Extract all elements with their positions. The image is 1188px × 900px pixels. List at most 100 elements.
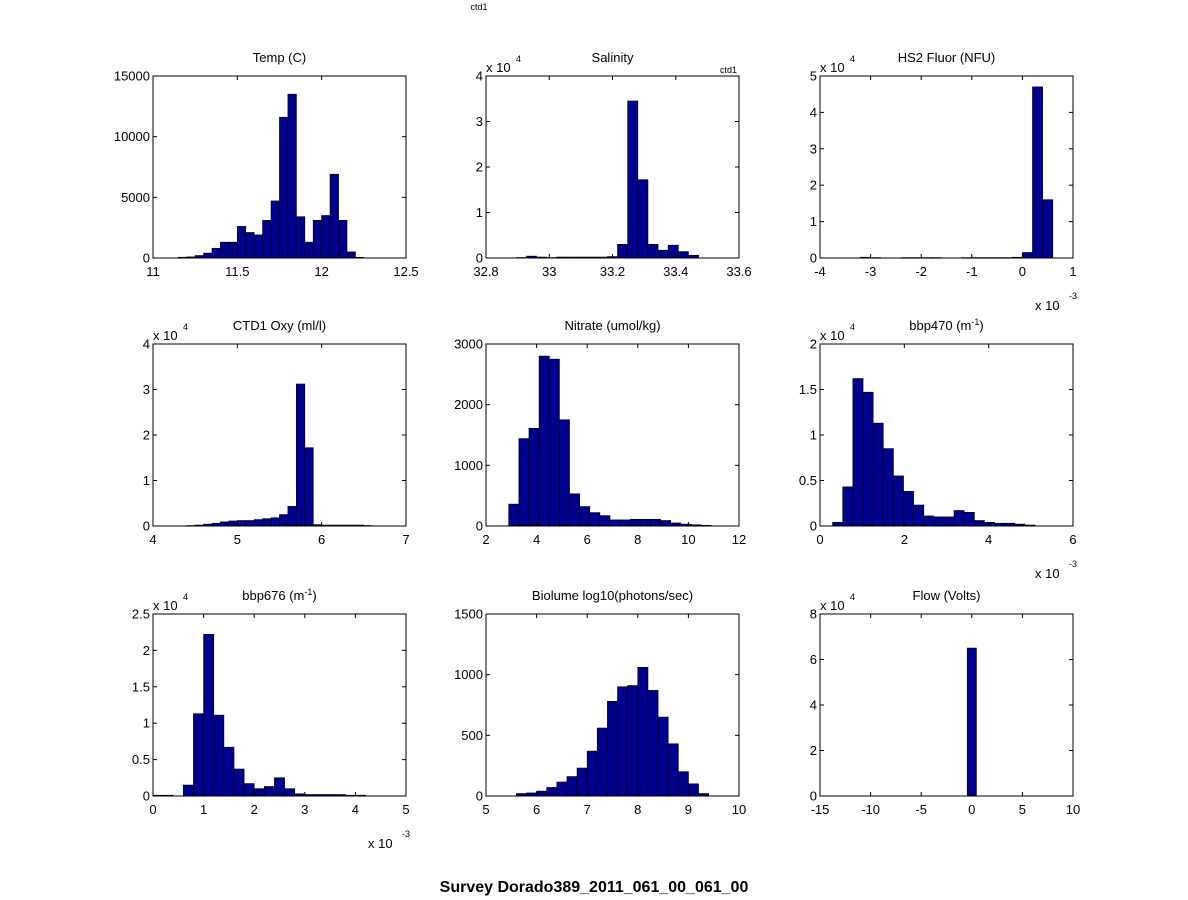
histogram-panel-5: 2 4 6 8 10 12 0 1000 2000 3000 Nitrate (umol/kg)	[454, 318, 746, 547]
histogram-bar	[321, 215, 331, 259]
y-tick-label: 2	[143, 428, 150, 443]
x-exponent: -3	[1069, 291, 1077, 301]
y-multiplier: x 10	[820, 598, 845, 613]
histogram-bar	[245, 232, 255, 259]
histogram-bar	[304, 241, 314, 259]
x-tick-label: -4	[814, 264, 826, 279]
histogram-bar	[627, 685, 639, 797]
histogram-bar	[933, 516, 945, 527]
x-tick-label: 6	[584, 532, 591, 547]
x-tick-label: 6	[1069, 532, 1076, 547]
histogram-bar	[193, 713, 204, 797]
histogram-bar	[279, 514, 289, 527]
y-tick-label: 1.5	[132, 679, 150, 694]
x-tick-label: 6	[318, 532, 325, 547]
histogram-bar	[287, 506, 297, 527]
axes-box	[485, 613, 740, 797]
y-tick-label: 1	[143, 716, 150, 731]
histogram-bar	[984, 522, 995, 527]
histogram-bar	[677, 771, 689, 797]
histogram-bar	[953, 510, 965, 527]
x-tick-label: 4	[352, 802, 359, 817]
histogram-bar	[660, 520, 672, 527]
histogram-bar	[253, 788, 265, 797]
y-tick-label: 1.5	[799, 382, 817, 397]
y-exponent: 4	[850, 592, 855, 602]
y-multiplier: x 10	[820, 328, 845, 343]
histogram-bar	[203, 634, 215, 797]
y-tick-label: 4	[476, 69, 483, 84]
x-tick-label: 8	[634, 802, 641, 817]
x-tick-label: -15	[811, 802, 830, 817]
x-tick-label: 12.5	[393, 264, 418, 279]
x-multiplier: x 10	[1035, 298, 1060, 313]
histogram-bar	[657, 716, 669, 797]
histogram-bar	[966, 647, 977, 797]
x-tick-label: 33.2	[600, 264, 625, 279]
histogram-bar	[589, 512, 601, 527]
histogram-bar	[688, 783, 699, 797]
y-exponent: 4	[850, 322, 855, 332]
panel-title: Salinity	[592, 50, 634, 65]
histogram-bar	[279, 116, 289, 259]
histogram-bar	[872, 422, 884, 527]
y-tick-label: 2.5	[132, 607, 150, 622]
histogram-bar	[228, 520, 238, 527]
histogram-bar	[263, 786, 275, 797]
histogram-bar	[1042, 199, 1054, 259]
histogram-bar	[903, 491, 914, 527]
histogram-bar	[862, 391, 874, 527]
histogram-bar	[617, 686, 629, 797]
x-exponent: -3	[1069, 559, 1077, 569]
x-multiplier: x 10	[368, 836, 393, 851]
histogram-bar	[913, 504, 925, 527]
x-tick-label: 5	[402, 802, 409, 817]
x-multiplier: x 10	[1035, 566, 1060, 581]
histogram-panel-1: 11 11.5 12 12.5 0 5000 10000 15000 Temp (C)	[114, 50, 419, 279]
y-tick-label: 2	[476, 160, 483, 175]
histogram-bar	[546, 787, 558, 797]
y-tick-label: 3	[810, 141, 817, 156]
histogram-bar	[270, 200, 280, 259]
y-tick-label: 2	[143, 643, 150, 658]
histogram-bar	[677, 251, 689, 259]
y-tick-label: 1000	[454, 667, 483, 682]
x-tick-label: 33.6	[726, 264, 751, 279]
x-tick-label: 2	[901, 532, 908, 547]
y-tick-label: 0	[143, 251, 150, 266]
y-tick-label: 2000	[454, 397, 483, 412]
panel-title: bbp676 (m-1)	[242, 587, 317, 603]
y-tick-label: 5	[810, 69, 817, 84]
corner-label: ctd1	[720, 65, 737, 75]
histogram-bar	[619, 519, 631, 527]
y-tick-label: 1	[810, 428, 817, 443]
y-tick-label: 1	[810, 214, 817, 229]
x-tick-label: 7	[584, 802, 591, 817]
histogram-bar	[233, 768, 245, 797]
panel-title: Nitrate (umol/kg)	[564, 318, 660, 333]
histogram-bar	[528, 427, 540, 527]
histogram-bar	[637, 667, 649, 797]
y-tick-label: 0	[810, 251, 817, 266]
x-tick-label: 7	[402, 532, 409, 547]
histogram-bar	[609, 519, 621, 527]
y-tick-label: 1	[476, 205, 483, 220]
y-tick-label: 0	[810, 789, 817, 804]
axes-box	[485, 75, 740, 259]
histogram-bar	[963, 511, 975, 527]
histogram-bar	[647, 690, 659, 797]
histogram-bar	[650, 518, 661, 527]
y-tick-label: 10000	[114, 129, 150, 144]
histogram-bar	[973, 520, 985, 527]
histogram-bar	[296, 383, 306, 527]
figure-top-label: ctd1	[470, 2, 487, 12]
y-tick-label: 2	[810, 743, 817, 758]
histogram-bar	[617, 244, 629, 259]
x-tick-label: 1	[200, 802, 207, 817]
x-tick-label: 12	[732, 532, 746, 547]
x-tick-label: 5	[1019, 802, 1026, 817]
y-tick-label: 500	[461, 728, 483, 743]
